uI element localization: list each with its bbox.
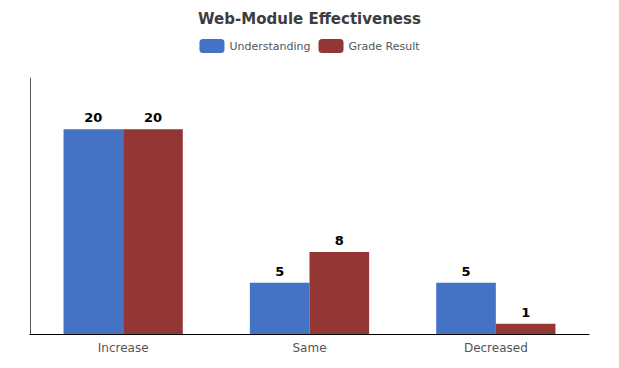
svg-text:20: 20: [84, 110, 102, 125]
svg-text:1: 1: [521, 305, 530, 320]
svg-text:20: 20: [144, 110, 162, 125]
svg-text:Understanding: Understanding: [229, 40, 310, 53]
svg-text:5: 5: [461, 264, 470, 279]
svg-text:Same: Same: [292, 341, 326, 355]
svg-text:8: 8: [335, 233, 344, 248]
svg-text:Grade Result: Grade Result: [349, 40, 421, 53]
svg-text:Increase: Increase: [98, 341, 149, 355]
svg-text:Decreased: Decreased: [464, 341, 528, 355]
svg-text:5: 5: [275, 264, 284, 279]
svg-text:Web-Module Effectiveness: Web-Module Effectiveness: [198, 10, 421, 28]
